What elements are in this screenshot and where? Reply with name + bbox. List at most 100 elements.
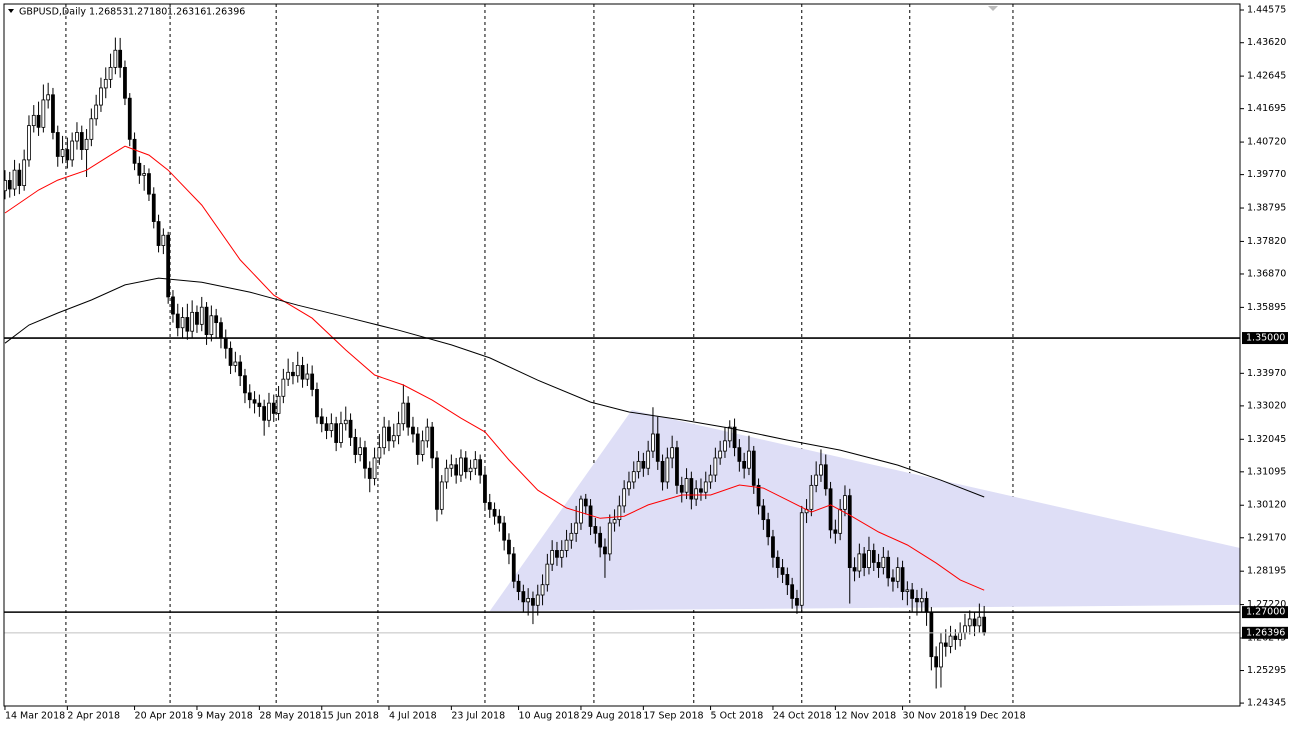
x-tick-label: 5 Oct 2018 [711,711,764,722]
candle-body [843,495,847,510]
candle-body [319,416,324,425]
candle-body [123,66,127,99]
y-tick-label: 1.38795 [1247,203,1286,214]
y-tick-label: 1.25295 [1247,665,1286,676]
candle-body [780,567,785,575]
candle-body [953,635,958,640]
candle-body [75,132,79,142]
candle-body [727,426,732,442]
candle-body [684,478,689,493]
candle-body [425,426,430,442]
candle-body [723,440,727,452]
candle-body [895,567,900,582]
candle-body [579,498,583,524]
moving-average [4,277,985,498]
candle-body [531,598,535,606]
y-tick-label: 1.44575 [1247,4,1286,15]
x-tick-label: 29 Aug 2018 [581,711,642,722]
candle-body [516,580,521,592]
y-tick-label: 1.43620 [1247,37,1286,48]
candle-body [511,553,516,582]
candle-body [555,550,559,558]
candle-body [679,484,684,493]
candle-body [420,440,425,455]
candle-body [79,132,84,151]
candle-body [295,365,300,377]
candle-body [847,495,852,568]
candle-body [228,347,233,366]
y-tick-label: 1.33020 [1247,400,1286,411]
candle-body [569,532,574,541]
candle-body [449,464,454,469]
x-tick-label: 9 May 2018 [197,711,253,722]
x-tick-label: 19 Dec 2018 [965,711,1026,722]
candle-body [334,423,339,443]
candle-body [358,447,363,455]
candle-body [564,539,569,551]
candle-body [526,598,531,603]
candle-body [751,450,756,486]
moving-average [4,145,985,591]
candle-body [502,522,507,541]
candle-body [641,460,646,469]
candle-body [209,315,214,336]
candle-body [387,426,391,442]
candle-body [142,173,147,176]
candle-body [540,584,545,596]
candle-body [459,457,463,476]
candle-body [401,402,406,425]
candle-body [353,436,358,455]
candle-body [665,457,670,483]
candle-body [324,423,329,431]
y-tick-label: 1.31095 [1247,466,1286,477]
candle-body [219,322,223,339]
candle-body [415,433,420,455]
y-tick-label: 1.32045 [1247,434,1286,445]
candle-body [521,591,526,603]
y-tick-label: 1.37820 [1247,236,1286,247]
candle-body [977,616,982,627]
candle-body [305,373,310,380]
x-tick-label: 10 Aug 2018 [519,711,580,722]
candle-body [65,149,70,161]
candle-body [559,550,564,558]
candle-body [411,426,415,435]
candle-body [156,221,161,246]
candle-body [627,481,631,490]
candle-body [391,435,396,442]
x-tick-label: 20 Apr 2018 [135,711,194,722]
ohlc-high: 1.27180 [128,7,167,18]
candle-body [468,467,473,473]
candle-body [737,447,742,462]
candle-body [958,632,963,640]
candle-body [819,464,823,476]
candle-body [881,556,886,568]
candle-body [588,505,593,527]
menu-arrow[interactable] [8,9,14,13]
candle-body [886,556,891,579]
candle-body [982,616,987,634]
candle-body [406,402,411,428]
candle-body [891,577,895,582]
candle-body [939,642,943,668]
y-tick-label: 1.27220 [1247,599,1286,610]
candle-body [84,138,89,151]
candle-body [876,562,881,568]
candle-body [708,474,713,483]
overlay: 1.44575 1.43620 1.42645 1.41695 1.40720 1.397… [4,4,1288,722]
x-tick-label: 23 Jul 2018 [451,711,505,722]
candle-body [948,635,953,647]
candle-body [339,423,343,443]
candle-body [463,457,468,473]
candle-body [900,567,905,592]
candle-body [396,423,401,437]
level-label: 1.27000 [1246,607,1285,618]
plot-area [4,4,1240,706]
candle-body [60,149,65,157]
candle-body [12,169,17,190]
candle-body [598,532,603,548]
candle-body [271,402,276,414]
candle-body [377,447,382,459]
candle-body [929,611,934,658]
